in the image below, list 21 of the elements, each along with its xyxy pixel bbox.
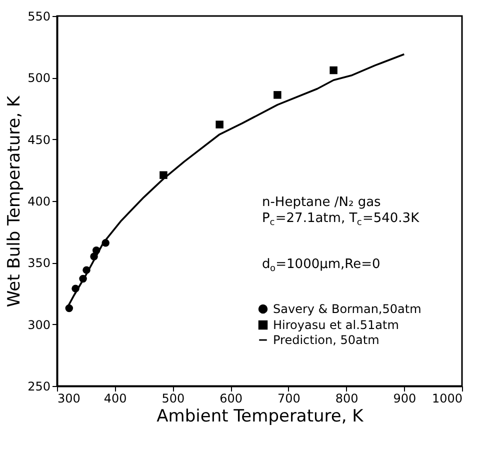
legend-label: Prediction, 50atm: [273, 333, 380, 347]
x-tick-label: 900: [393, 392, 416, 406]
y-tick-label: 300: [28, 318, 50, 332]
y-axis-title: Wet Bulb Temperature, K: [4, 94, 25, 308]
x-tick-label: 400: [104, 392, 127, 406]
x-tick-label: 800: [335, 392, 358, 406]
x-axis-title: Ambient Temperature, K: [156, 406, 364, 426]
x-tick-label: 1000: [432, 392, 462, 406]
y-tick-label: 450: [28, 132, 50, 147]
y-tick-label: 550: [28, 10, 50, 24]
y-tick-label: 350: [28, 256, 50, 270]
x-tick-label: 600: [220, 392, 243, 406]
legend-label: Savery & Borman,50atm: [273, 302, 422, 316]
x-tick-label: 500: [162, 392, 185, 406]
y-tick-label: 400: [28, 194, 50, 208]
y-tick-label: 250: [28, 380, 50, 394]
annotation: n-Heptane /N₂ gas: [262, 195, 382, 210]
y-tick-label: 500: [28, 71, 50, 86]
legend-label: Hiroyasu et al.51atm: [273, 318, 399, 332]
x-tick-label: 300: [58, 392, 80, 406]
x-tick-label: 700: [277, 392, 300, 406]
